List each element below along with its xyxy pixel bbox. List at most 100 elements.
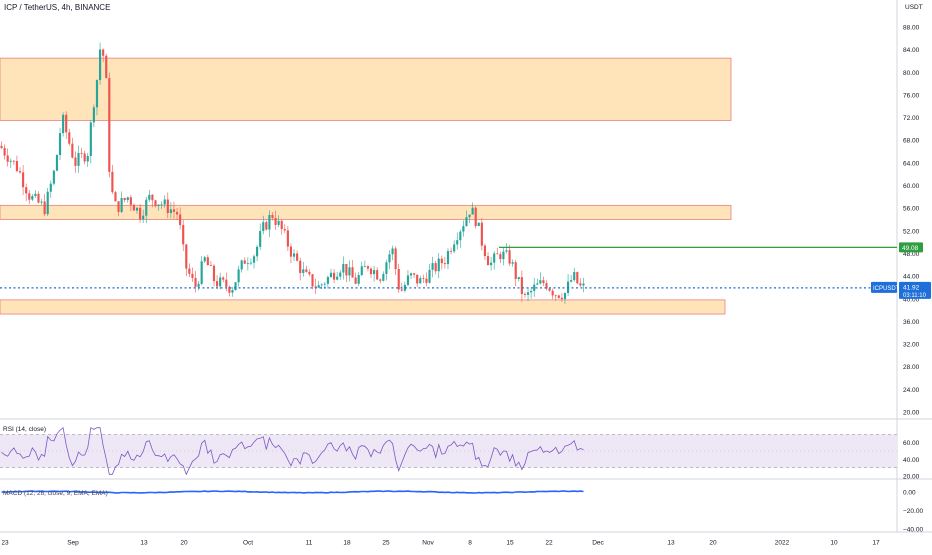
candle-body[interactable] xyxy=(86,155,89,162)
candle-body[interactable] xyxy=(154,200,157,207)
candle-body[interactable] xyxy=(12,160,15,162)
candle-body[interactable] xyxy=(55,155,59,171)
candle-body[interactable] xyxy=(431,263,434,270)
candle-body[interactable] xyxy=(185,244,188,269)
candle-body[interactable] xyxy=(89,122,92,156)
candle-body[interactable] xyxy=(228,286,231,293)
candle-body[interactable] xyxy=(566,281,570,293)
candle-body[interactable] xyxy=(234,282,237,291)
candle-body[interactable] xyxy=(114,192,117,202)
candle-body[interactable] xyxy=(259,231,262,247)
candle-body[interactable] xyxy=(111,171,114,193)
candle-body[interactable] xyxy=(511,262,514,264)
candle-body[interactable] xyxy=(357,275,360,284)
candle-body[interactable] xyxy=(416,274,419,284)
candle-body[interactable] xyxy=(539,280,542,284)
candle-body[interactable] xyxy=(123,198,126,201)
candle-body[interactable] xyxy=(9,160,12,162)
candle-body[interactable] xyxy=(172,209,176,212)
candle-body[interactable] xyxy=(449,251,453,252)
candle-body[interactable] xyxy=(249,262,253,264)
candle-body[interactable] xyxy=(203,257,206,262)
candle-body[interactable] xyxy=(163,199,166,205)
candle-body[interactable] xyxy=(536,283,539,285)
candle-body[interactable] xyxy=(129,197,132,205)
candle-body[interactable] xyxy=(277,220,280,225)
candle-body[interactable] xyxy=(413,273,416,275)
candle-body[interactable] xyxy=(0,145,3,148)
candle-body[interactable] xyxy=(179,214,182,226)
candle-body[interactable] xyxy=(77,152,80,166)
candle-body[interactable] xyxy=(296,253,299,261)
candle-body[interactable] xyxy=(142,215,145,220)
candle-body[interactable] xyxy=(523,293,527,295)
candle-body[interactable] xyxy=(62,114,65,134)
candle-body[interactable] xyxy=(139,207,142,220)
candle-body[interactable] xyxy=(18,171,22,173)
candle-body[interactable] xyxy=(108,78,111,172)
candle-body[interactable] xyxy=(376,270,379,280)
candle-body[interactable] xyxy=(58,133,62,156)
candle-body[interactable] xyxy=(3,147,6,156)
candle-body[interactable] xyxy=(394,248,397,269)
candle-body[interactable] xyxy=(280,220,283,230)
candle-body[interactable] xyxy=(579,283,582,286)
candle-body[interactable] xyxy=(480,222,483,246)
candle-body[interactable] xyxy=(548,288,551,291)
candle-body[interactable] xyxy=(483,245,487,257)
candle-body[interactable] xyxy=(406,275,410,285)
candle-body[interactable] xyxy=(533,284,536,291)
candle-body[interactable] xyxy=(369,268,373,275)
candle-body[interactable] xyxy=(194,277,197,287)
candle-body[interactable] xyxy=(299,260,302,274)
candle-body[interactable] xyxy=(182,225,185,245)
candle-body[interactable] xyxy=(166,199,169,214)
candle-body[interactable] xyxy=(477,222,480,227)
candle-body[interactable] xyxy=(422,278,425,280)
candle-body[interactable] xyxy=(212,265,216,282)
candle-body[interactable] xyxy=(459,231,462,241)
candle-body[interactable] xyxy=(400,289,403,291)
candle-body[interactable] xyxy=(345,263,348,276)
candle-body[interactable] xyxy=(576,272,579,284)
candle-body[interactable] xyxy=(271,214,274,218)
candle-body[interactable] xyxy=(332,272,336,280)
candle-body[interactable] xyxy=(200,261,203,284)
candle-body[interactable] xyxy=(326,277,329,284)
candle-body[interactable] xyxy=(292,253,296,257)
candle-body[interactable] xyxy=(268,214,271,230)
candle-body[interactable] xyxy=(37,193,40,203)
candle-body[interactable] xyxy=(397,268,400,290)
candle-body[interactable] xyxy=(102,49,105,56)
candle-body[interactable] xyxy=(403,284,406,291)
candle-body[interactable] xyxy=(231,290,234,293)
candle-body[interactable] xyxy=(474,207,477,227)
candle-body[interactable] xyxy=(148,194,151,200)
candle-body[interactable] xyxy=(283,229,286,231)
candle-body[interactable] xyxy=(409,273,413,276)
candle-body[interactable] xyxy=(554,295,557,297)
candle-body[interactable] xyxy=(31,196,34,200)
candle-body[interactable] xyxy=(366,266,370,269)
candle-body[interactable] xyxy=(320,284,323,286)
candle-body[interactable] xyxy=(28,193,31,200)
candle-body[interactable] xyxy=(382,273,385,281)
candle-body[interactable] xyxy=(132,204,136,211)
candle-body[interactable] xyxy=(563,292,567,300)
candle-body[interactable] xyxy=(65,114,68,133)
candle-body[interactable] xyxy=(265,222,268,230)
candle-body[interactable] xyxy=(314,286,317,288)
candle-body[interactable] xyxy=(437,258,440,272)
candle-body[interactable] xyxy=(468,214,471,218)
candle-body[interactable] xyxy=(105,55,108,79)
candle-body[interactable] xyxy=(311,274,314,287)
candle-body[interactable] xyxy=(188,268,191,274)
candle-body[interactable] xyxy=(71,143,74,158)
candle-body[interactable] xyxy=(526,292,530,295)
candle-body[interactable] xyxy=(209,265,212,266)
candle-body[interactable] xyxy=(505,250,508,252)
candle-body[interactable] xyxy=(246,263,249,264)
candle-body[interactable] xyxy=(289,246,293,257)
